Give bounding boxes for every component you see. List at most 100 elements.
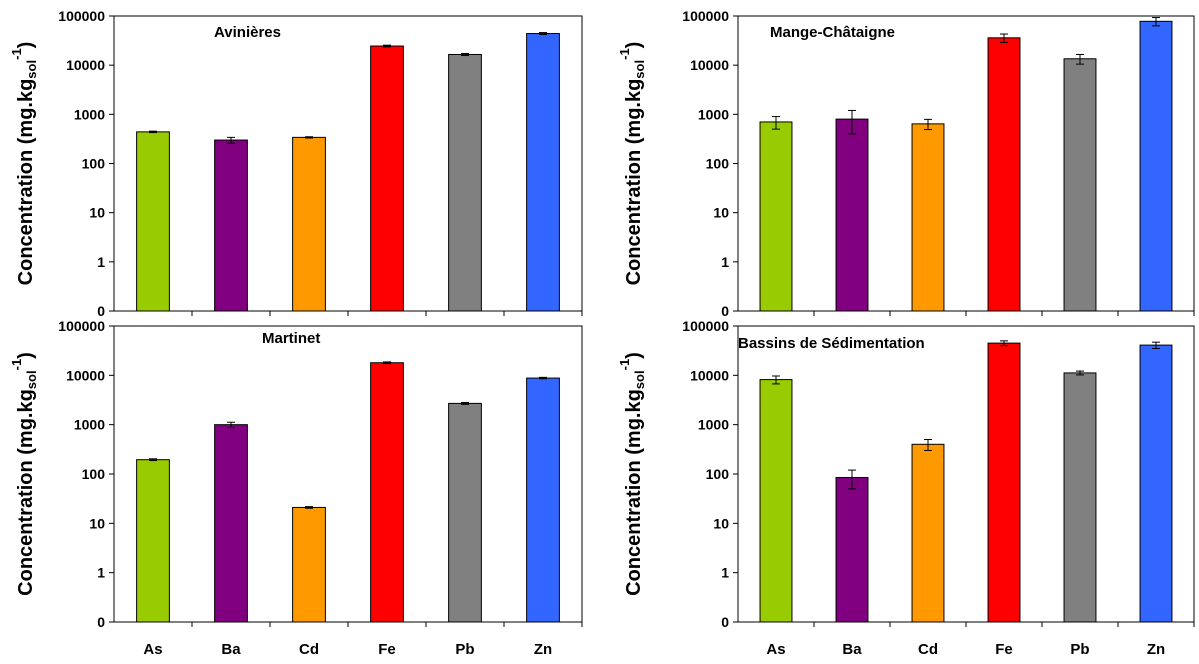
bar-cd	[292, 506, 326, 623]
bar-fe	[987, 37, 1021, 312]
error-bar-ba	[848, 109, 856, 135]
x-category-label: Ba	[221, 641, 241, 658]
bar-zn	[526, 33, 560, 312]
error-bar-zn	[539, 376, 547, 380]
x-category-label: As	[766, 641, 785, 658]
error-bar-fe	[383, 44, 391, 48]
error-bar-as	[772, 375, 780, 385]
y-tick-label: 10000	[690, 367, 729, 383]
plot-frame	[737, 325, 1195, 623]
y-tick-label: 100	[82, 466, 106, 482]
error-bar-cd	[305, 506, 313, 509]
error-bar-fe	[1000, 33, 1008, 43]
x-category-label: Fe	[378, 641, 396, 658]
y-tick-label: 10000	[690, 57, 729, 73]
bar-zn	[1139, 20, 1173, 312]
bar-as	[759, 379, 793, 623]
x-category-label: Zn	[1147, 641, 1165, 658]
error-bar-as	[772, 116, 780, 130]
bar-pb	[1063, 372, 1097, 623]
error-bar-zn	[539, 32, 547, 36]
error-bar-zn	[1152, 341, 1160, 349]
x-category-label: Pb	[1070, 641, 1089, 658]
x-category-label: Zn	[534, 641, 552, 658]
bar-fe	[370, 362, 404, 623]
y-tick-label: 1	[97, 254, 105, 270]
bar-ba	[835, 118, 869, 312]
chart-panel-1: 0 1 10 100 1000 10000 100000 Avinières Concentra…	[9, 8, 583, 319]
bar-fe	[987, 342, 1021, 623]
error-bar-pb	[461, 52, 469, 57]
bar-zn	[1139, 344, 1173, 623]
y-tick-label: 10	[713, 205, 729, 221]
y-tick-label: 1000	[74, 106, 105, 122]
panel-title: Avinières	[214, 24, 281, 41]
x-category-label: Ba	[842, 641, 862, 658]
error-bar-fe	[383, 361, 391, 365]
y-tick-label: 10000	[66, 367, 105, 383]
error-bar-pb	[461, 401, 469, 405]
y-tick-label: 100000	[58, 8, 105, 24]
y-tick-label: 0	[721, 303, 729, 319]
bar-ba	[214, 424, 248, 623]
bar-pb	[448, 53, 482, 312]
error-bar-ba	[227, 421, 235, 428]
error-bar-fe	[1000, 340, 1008, 347]
y-axis-label: Concentration (mg.kgsol-1)	[9, 42, 39, 286]
panel-title: Martinet	[262, 330, 320, 347]
error-bar-as	[149, 130, 157, 134]
x-category-label: Fe	[995, 641, 1013, 658]
error-bar-cd	[305, 136, 313, 139]
panel-title: Bassins de Sédimentation	[738, 335, 925, 352]
error-bar-pb	[1076, 53, 1084, 65]
y-tick-label: 1	[97, 565, 105, 581]
error-bar-ba	[227, 136, 235, 144]
x-category-label: Cd	[918, 641, 938, 658]
y-tick-label: 10	[713, 515, 729, 531]
y-tick-label: 100	[706, 466, 730, 482]
x-category-label: As	[143, 641, 162, 658]
error-bar-pb	[1076, 370, 1084, 376]
bar-as	[136, 131, 170, 312]
y-axis-label: Concentration (mg.kgsol-1)	[617, 352, 647, 596]
error-bar-cd	[924, 118, 932, 131]
y-tick-label: 0	[97, 303, 105, 319]
chart-panel-2: 0 1 10 100 1000 10000 100000 Mange-Châtaigne Con…	[617, 8, 1195, 319]
y-tick-label: 100	[706, 156, 730, 172]
y-tick-label: 1000	[698, 417, 729, 433]
y-tick-label: 100000	[682, 318, 729, 334]
y-tick-label: 100000	[58, 318, 105, 334]
y-tick-label: 10000	[66, 57, 105, 73]
plot-frame	[113, 325, 583, 623]
bar-ba	[214, 139, 248, 312]
error-bar-ba	[848, 469, 856, 490]
panel-title: Mange-Châtaigne	[770, 24, 895, 41]
y-tick-label: 1000	[74, 417, 105, 433]
y-tick-label: 0	[721, 614, 729, 630]
bar-fe	[370, 45, 404, 312]
bar-ba	[835, 476, 869, 623]
y-tick-label: 1000	[698, 106, 729, 122]
y-tick-label: 1	[721, 254, 729, 270]
bar-as	[759, 121, 793, 312]
error-bar-zn	[1152, 17, 1160, 27]
bar-zn	[526, 377, 560, 623]
x-category-label: Cd	[299, 641, 319, 658]
y-axis-label: Concentration (mg.kgsol-1)	[9, 352, 39, 596]
chart-panel-3: 0 1 10 100 1000 10000 100000 As Ba Cd Fe Pb Zn Martin…	[9, 318, 583, 658]
bar-pb	[448, 402, 482, 623]
bar-pb	[1063, 58, 1097, 312]
plot-frame	[737, 15, 1195, 312]
y-tick-label: 10	[89, 515, 105, 531]
error-bar-cd	[924, 439, 932, 451]
bar-cd	[911, 123, 945, 312]
chart-panel-4: 0 1 10 100 1000 10000 100000 As Ba Cd Fe Pb Zn Bassin…	[617, 318, 1195, 658]
y-tick-label: 1	[721, 565, 729, 581]
y-tick-label: 10	[89, 205, 105, 221]
y-tick-label: 100000	[682, 8, 729, 24]
y-axis-label: Concentration (mg.kgsol-1)	[617, 42, 647, 286]
y-tick-label: 0	[97, 614, 105, 630]
y-tick-label: 100	[82, 156, 106, 172]
bar-as	[136, 459, 170, 623]
